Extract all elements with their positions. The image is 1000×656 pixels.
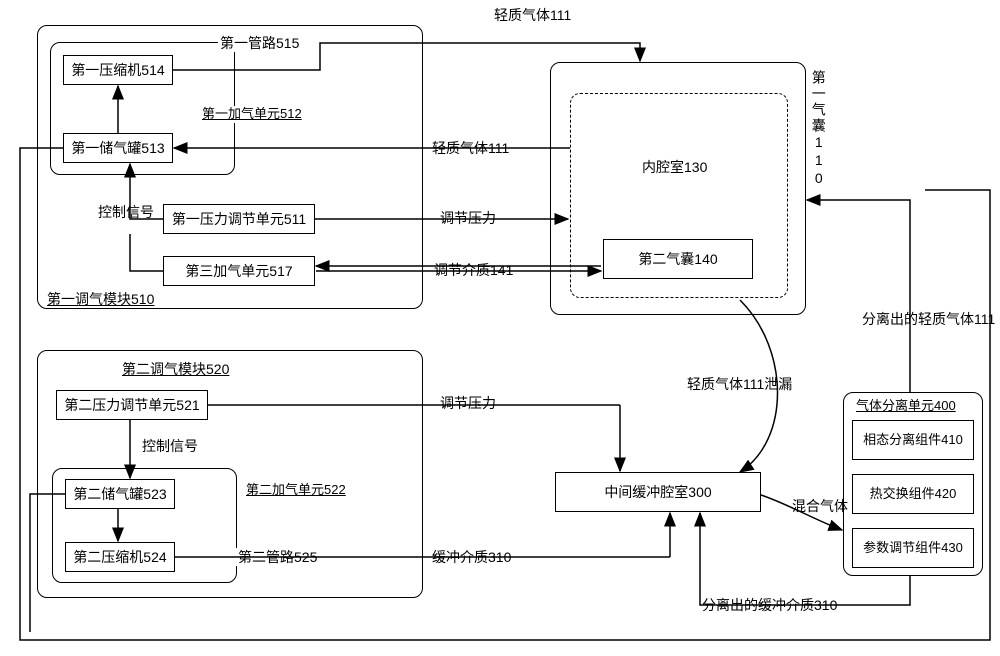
sep-gas-text: 分离出的轻质气体111 [862,311,995,327]
pipe-525-label: 第二管路525 [236,548,319,566]
sep-400-title: 气体分离单元400 [854,398,958,415]
param-adj-430-text: 参数调节组件430 [863,540,963,557]
module-510-title: 第一调气模块510 [45,290,156,308]
module-520-title: 第二调气模块520 [120,360,231,378]
mix-gas-text: 混合气体 [792,498,848,514]
unit-512-title: 第一加气单元512 [200,106,304,123]
leak-label: 轻质气体111泄漏 [685,375,765,393]
pipe-515-label: 第一管路515 [218,34,301,52]
buffer-medium-label: 缓冲介质310 [430,548,513,566]
param-adj-430: 参数调节组件430 [852,528,974,568]
pressure-regulator-521: 第二压力调节单元521 [56,390,208,420]
tank-523: 第二储气罐523 [65,479,175,509]
gas-unit-517: 第三加气单元517 [163,256,315,286]
gas111-mid-label: 轻质气体111 [430,139,511,157]
compressor-514: 第一压缩机514 [63,55,173,85]
airbag-110-label: 第一气囊110 [810,70,826,192]
ctrl-signal-label: 控制信号 [96,204,128,221]
adj-medium-label: 调节介质141 [432,261,515,279]
inner-130-label: 内腔室130 [640,158,709,176]
unit-522-title: 第二加气单元522 [244,482,348,499]
sep-gas-label: 分离出的轻质气体111 [860,310,930,328]
sep-buf-label: 分离出的缓冲介质310 [700,596,839,614]
adj-pressure-label: 调节压力 [438,209,498,227]
buffer-chamber-300: 中间缓冲腔室300 [555,472,761,512]
ctrl-signal-text: 控制信号 [98,204,154,220]
compressor-524: 第二压缩机524 [65,542,175,572]
airbag-110-label-text: 第一气囊110 [810,70,827,188]
leak-label-text: 轻质气体111泄漏 [687,376,792,392]
phase-sep-410-text: 相态分离组件410 [863,432,963,448]
airbag-140: 第二气囊140 [603,239,753,279]
heat-ex-420: 热交换组件420 [852,474,974,514]
tank-513: 第一储气罐513 [63,133,173,163]
phase-sep-410: 相态分离组件410 [852,420,974,460]
mix-gas-label: 混合气体 [790,498,830,515]
ctrl-signal2-label: 控制信号 [140,437,200,455]
heat-ex-420-text: 热交换组件420 [870,486,957,503]
pressure-regulator-511: 第一压力调节单元511 [163,204,315,234]
adj-pressure2-label: 调节压力 [438,394,498,412]
gas111-top-label: 轻质气体111 [492,6,573,24]
